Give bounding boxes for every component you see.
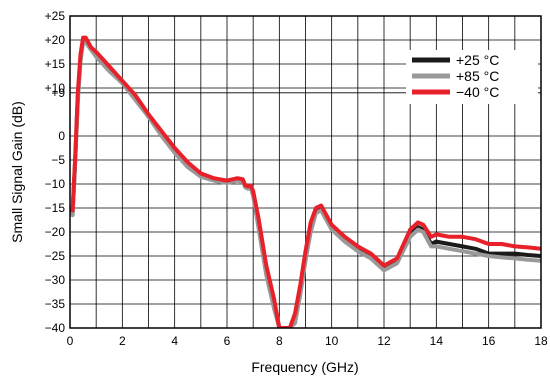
- x-tick-label: 2: [119, 334, 126, 348]
- y-tick-label: −25: [45, 249, 66, 263]
- y-tick-label: −30: [45, 273, 66, 287]
- y-tick-label: +15: [45, 57, 66, 71]
- legend-label: −40 °C: [456, 84, 499, 100]
- x-tick-label: 0: [67, 334, 74, 348]
- x-tick-label: 18: [534, 334, 548, 348]
- y-tick-label: −15: [45, 201, 66, 215]
- y-tick-label: +20: [45, 33, 66, 47]
- y-axis-label: Small Signal Gain (dB): [9, 101, 25, 243]
- x-tick-label: 12: [377, 334, 391, 348]
- y-tick-label: 0: [58, 129, 65, 143]
- y-tick-label: −5: [51, 153, 65, 167]
- x-tick-label: 14: [430, 334, 444, 348]
- x-tick-label: 10: [325, 334, 339, 348]
- y-tick-label: −10: [45, 177, 66, 191]
- y-tick-label: −35: [45, 297, 66, 311]
- series-layer: [70, 35, 541, 328]
- legend: +25 °C+85 °C−40 °C: [406, 50, 538, 104]
- x-tick-label: 4: [171, 334, 178, 348]
- x-tick-label: 8: [276, 334, 283, 348]
- y-tick-labels: +25 +20 +15 +10+9 0 −5 −10 −15 −20 −25 −30 −35 −40: [45, 9, 66, 335]
- plot-frame: [69, 15, 542, 329]
- x-axis-label: Frequency (GHz): [251, 359, 358, 375]
- x-tick-labels: 0 2 4 6 8 10 12 14 16 18: [67, 334, 548, 348]
- y-tick-label: +10: [45, 81, 66, 95]
- legend-label: +25 °C: [456, 52, 499, 68]
- y-tick-label: −40: [45, 321, 66, 335]
- y-tick-label: −20: [45, 225, 66, 239]
- series-line-2: [70, 35, 541, 328]
- x-tick-label: 16: [482, 334, 496, 348]
- y-tick-label: +25: [45, 9, 66, 23]
- y-tick-label: +9: [51, 86, 65, 100]
- x-tick-label: 6: [224, 334, 231, 348]
- legend-label: +85 °C: [456, 68, 499, 84]
